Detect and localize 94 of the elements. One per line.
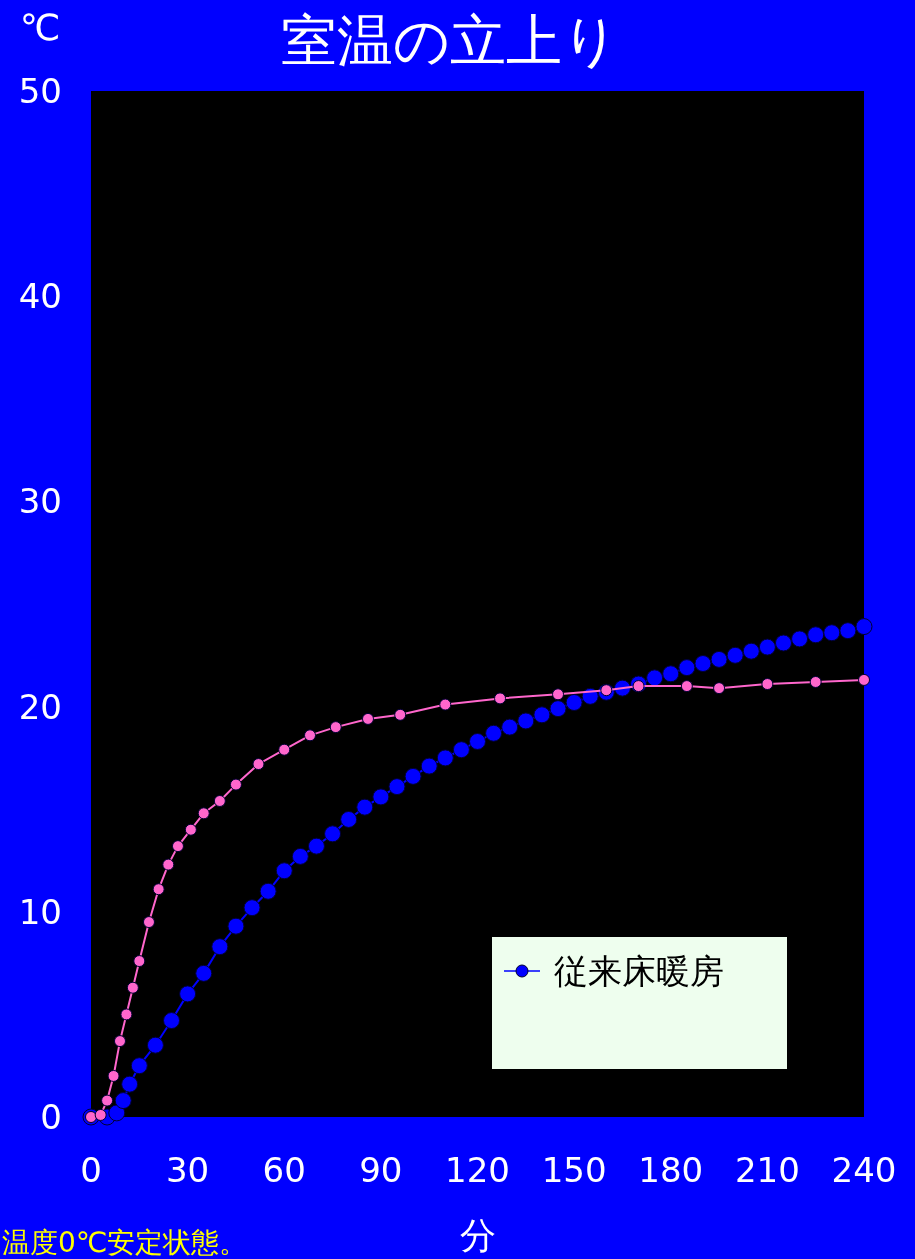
point [758,638,776,656]
y-axis-title: ℃ [19,7,61,48]
point [120,1008,133,1021]
y-tick-label: 10 [18,891,62,932]
point [565,694,583,711]
point [113,1035,126,1048]
point [184,823,197,836]
x-tick-label: 0 [80,1150,102,1190]
x-tick-label: 60 [262,1150,306,1190]
point [469,732,486,750]
point [211,938,229,956]
point [372,788,390,806]
y-tick-label: 40 [18,276,62,317]
y-tick-label: 50 [18,71,62,111]
text: 温度0℃安定状態。 [2,1226,248,1259]
point [304,729,317,742]
x-tick-label: 120 [445,1150,510,1190]
point [329,721,342,734]
point [146,1036,164,1054]
point [152,883,165,896]
point [774,634,792,652]
point [361,712,374,725]
point [259,882,277,900]
chart-title: 室温の立上り [281,8,619,73]
x-tick-label: 210 [734,1150,800,1190]
point [713,682,726,695]
point [108,1104,126,1122]
point [807,626,825,644]
point [107,1069,120,1082]
legend: 従来床暖房 [492,937,787,1069]
point [436,749,454,767]
point [494,692,507,705]
point [101,1094,114,1107]
point [694,655,712,673]
point [162,858,175,871]
point [195,964,213,982]
point [439,698,452,711]
point [243,899,261,917]
x-tick-label: 90 [359,1150,403,1190]
x-axis-title: 分 [460,1215,496,1256]
point [356,798,374,816]
x-tick-label: 30 [165,1150,210,1190]
point [229,778,242,791]
point [307,837,325,855]
point [646,669,664,687]
point [710,650,728,668]
point [791,630,809,648]
y-tick-label: 20 [18,686,62,727]
point [179,985,197,1003]
point [114,1092,132,1110]
point [275,862,293,880]
point [163,1012,181,1030]
point [278,743,291,756]
point [252,758,265,771]
point [121,1075,139,1093]
point [761,678,774,691]
point [678,659,696,677]
point [394,708,407,721]
point [662,665,680,683]
point [858,673,870,686]
point [809,675,822,688]
point [291,847,309,865]
point [533,706,551,724]
point [420,757,438,775]
point [680,680,693,693]
legend-label: 従来床暖房 [554,951,724,991]
point [485,724,503,742]
point [126,981,139,994]
point [340,810,358,828]
point [324,825,342,843]
point [517,712,535,730]
point [726,646,744,664]
x-tick-label: 240 [831,1150,897,1190]
point [130,1057,148,1075]
y-tick-label: 30 [18,481,62,522]
y-tick-label: 0 [40,1097,62,1137]
point [133,955,146,968]
point [501,718,519,736]
point [227,917,245,935]
point [171,840,184,853]
point [549,700,567,718]
point [213,794,226,807]
point [197,807,210,820]
point [742,642,760,660]
point [552,688,565,701]
point [452,741,470,759]
point [823,624,841,642]
point [855,618,873,636]
x-tick-label: 150 [541,1150,607,1190]
point [388,778,406,796]
point [142,916,155,929]
point [839,622,857,640]
point [404,767,422,785]
x-tick-label: 180 [638,1150,704,1190]
